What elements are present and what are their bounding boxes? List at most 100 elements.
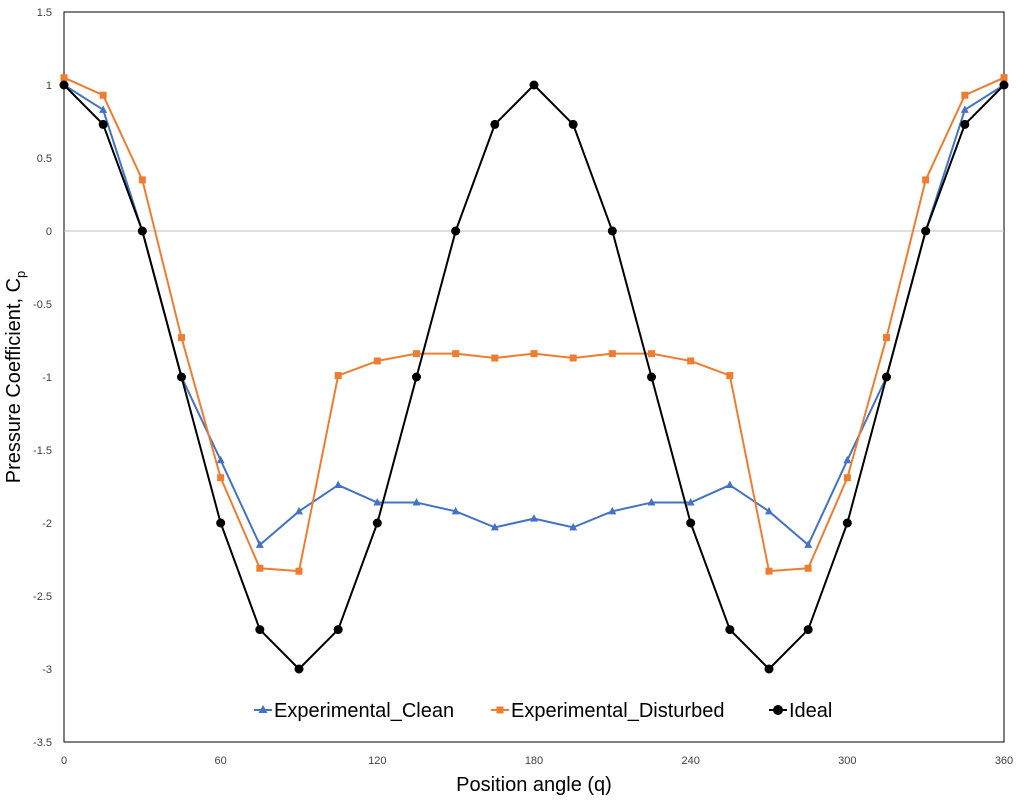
x-tick-label: 300 — [838, 755, 856, 767]
data-point — [960, 119, 970, 129]
data-point — [334, 480, 343, 489]
series-layer — [59, 74, 1009, 674]
legend-label-disturbed: Experimental_Disturbed — [511, 700, 724, 722]
data-point — [373, 498, 382, 506]
data-point — [725, 625, 735, 635]
data-point — [216, 455, 225, 464]
data-point — [452, 350, 460, 358]
data-point — [413, 350, 420, 358]
data-point — [883, 334, 890, 342]
data-point — [216, 518, 226, 528]
y-tick-label: 1.5 — [37, 7, 52, 19]
x-tick-label: 120 — [368, 755, 386, 767]
y-tick-label: -3 — [42, 664, 52, 676]
x-tick-label: 360 — [995, 755, 1013, 767]
data-point — [373, 357, 381, 365]
y-tick-label: -0.5 — [33, 299, 52, 311]
data-point — [569, 354, 577, 362]
data-point — [137, 226, 147, 236]
data-point — [961, 91, 969, 99]
x-tick-label: 180 — [525, 755, 543, 767]
y-tick-label: -3.5 — [33, 737, 52, 749]
data-point — [529, 80, 539, 90]
data-point — [99, 91, 107, 99]
legend-label-clean: Experimental_Clean — [274, 700, 454, 722]
data-point — [295, 506, 303, 515]
legend-label-ideal: Ideal — [789, 700, 832, 722]
legend-marker-triangle — [258, 705, 268, 713]
data-point — [922, 176, 930, 184]
y-axis-title-main: Pressure Coefficient, C — [3, 278, 25, 483]
data-point — [412, 498, 421, 506]
data-point — [491, 354, 499, 362]
data-point — [804, 540, 813, 548]
data-point — [764, 664, 774, 674]
data-point — [138, 176, 146, 184]
data-point — [765, 506, 773, 515]
data-point — [451, 226, 461, 236]
x-tick-label: 240 — [681, 755, 699, 767]
data-point — [256, 564, 264, 572]
data-point — [726, 372, 734, 380]
data-point — [882, 372, 891, 382]
plot-area — [63, 11, 1005, 743]
data-point — [255, 625, 265, 635]
data-point — [686, 498, 695, 506]
data-point — [177, 372, 186, 382]
data-point — [921, 226, 931, 236]
data-point — [98, 119, 108, 129]
legend-marker-square — [496, 706, 504, 714]
y-tick-label: 0.5 — [37, 153, 52, 165]
data-point — [960, 105, 969, 113]
x-tick-label: 60 — [215, 755, 227, 767]
data-point — [648, 350, 655, 358]
y-tick-label: -2 — [42, 518, 52, 530]
legend: Experimental_Clean Experimental_Disturbe… — [254, 700, 832, 722]
x-tick-label: 0 — [61, 755, 67, 767]
data-point — [59, 80, 69, 90]
data-point — [530, 350, 538, 358]
data-point — [255, 540, 264, 548]
y-tick-label: -1 — [42, 372, 52, 384]
data-point — [294, 664, 304, 674]
data-point — [687, 357, 695, 365]
data-point — [372, 518, 382, 528]
series-ideal — [59, 80, 1009, 674]
data-point — [686, 518, 696, 528]
data-point — [451, 506, 460, 515]
legend-item-experimental-clean: Experimental_Clean — [254, 700, 454, 722]
data-point — [765, 567, 773, 575]
data-point — [1000, 74, 1008, 82]
y-tick-label: 0 — [46, 226, 52, 238]
y-tick-label: 1 — [46, 80, 52, 92]
data-point — [804, 564, 812, 572]
data-point — [843, 474, 851, 482]
data-point — [217, 474, 225, 482]
data-point — [295, 567, 303, 575]
data-point — [803, 625, 813, 635]
data-point — [608, 506, 617, 515]
data-point — [334, 372, 342, 380]
y-tick-label: -1.5 — [33, 445, 52, 457]
legend-marker-circle — [773, 705, 783, 715]
series-experimental-disturbed — [60, 74, 1008, 575]
data-point — [725, 480, 734, 489]
data-point — [178, 334, 185, 342]
data-point — [99, 105, 108, 113]
data-point — [530, 514, 538, 522]
data-point — [842, 518, 852, 528]
y-tick-label: -2.5 — [33, 591, 52, 603]
data-point — [568, 119, 578, 129]
data-point — [569, 522, 578, 531]
data-point — [999, 80, 1009, 90]
data-point — [607, 226, 617, 236]
x-axis-title: Position angle (q) — [456, 774, 612, 796]
legend-item-ideal: Ideal — [769, 700, 832, 722]
x-tick-labels: 0 60 120 180 240 300 360 — [61, 755, 1013, 767]
y-axis-title: Pressure Coefficient, Cp — [3, 271, 28, 484]
data-point — [60, 74, 68, 82]
data-point — [608, 350, 616, 358]
data-point — [333, 625, 343, 635]
data-point — [490, 522, 499, 531]
